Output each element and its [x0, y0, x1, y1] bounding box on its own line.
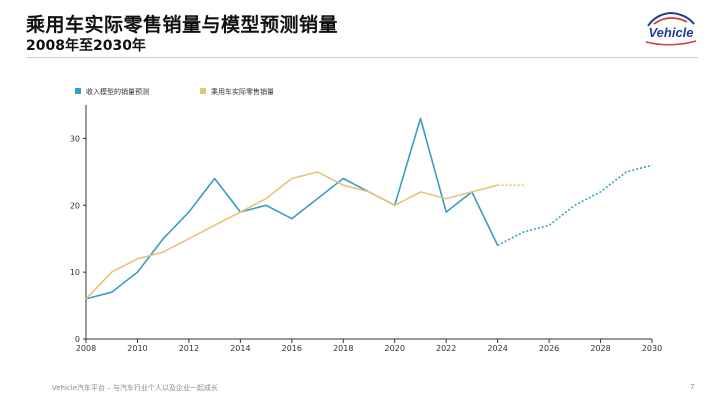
x-tick-label: 2014 [230, 344, 250, 353]
x-tick-label: 2012 [179, 344, 199, 353]
x-tick-label: 2018 [333, 344, 353, 353]
legend-swatch-0 [75, 88, 81, 94]
footer-text: Vehicle汽车平台 – 与汽车行业个人以及企业一起成长 [52, 384, 218, 392]
x-tick-label: 2026 [539, 344, 559, 353]
y-tick-label: 30 [70, 134, 80, 143]
x-tick-label: 2016 [282, 344, 302, 353]
legend-label-0: 收入模型的销量预测 [86, 87, 149, 96]
logo-text: Vehicle [648, 25, 694, 40]
brand-logo: Vehicle [640, 8, 702, 46]
legend-label-1: 乘用车实际零售销量 [211, 87, 274, 96]
x-tick-label: 2010 [127, 344, 147, 353]
x-tick-label: 2008 [76, 344, 96, 353]
car-silhouette-icon [645, 11, 697, 46]
series-line-0 [85, 117, 499, 300]
y-tick-label: 20 [70, 201, 80, 210]
x-tick-label: 2020 [385, 344, 405, 353]
x-tick-label: 2028 [590, 344, 610, 353]
page-subtitle: 2008年至2030年 [26, 38, 146, 54]
y-tick-label: 0 [75, 335, 80, 344]
x-tick-label: 2024 [487, 344, 507, 353]
x-tick-label: 2030 [642, 344, 662, 353]
page-number: 7 [690, 383, 695, 391]
page-title: 乘用车实际零售销量与模型预测销量 [26, 14, 339, 36]
legend-swatch-1 [200, 88, 206, 94]
header-divider [26, 57, 698, 58]
x-tick-label: 2022 [436, 344, 456, 353]
y-tick-label: 10 [70, 268, 80, 277]
series-line-1 [85, 171, 498, 300]
series-forecast-line-0 [497, 164, 653, 247]
